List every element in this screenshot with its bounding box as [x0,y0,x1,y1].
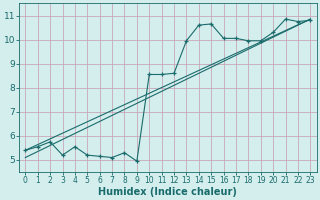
X-axis label: Humidex (Indice chaleur): Humidex (Indice chaleur) [98,187,237,197]
